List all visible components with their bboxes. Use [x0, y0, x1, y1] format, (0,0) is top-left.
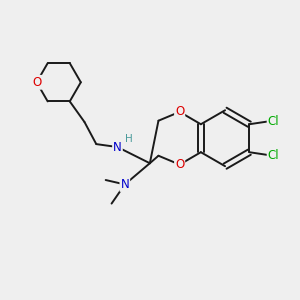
Text: O: O [32, 76, 41, 89]
Text: O: O [175, 158, 184, 171]
Text: H: H [125, 134, 133, 144]
Text: Cl: Cl [268, 115, 279, 128]
Text: O: O [175, 105, 184, 119]
Text: Cl: Cl [268, 149, 279, 162]
Text: N: N [113, 140, 122, 154]
Text: N: N [120, 178, 129, 191]
